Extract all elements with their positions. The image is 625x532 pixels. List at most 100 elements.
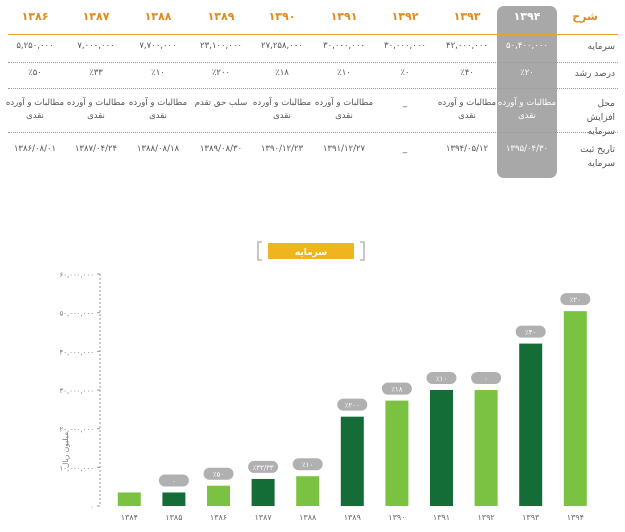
- y-tick-label: ۲۰,۰۰۰,۰۰۰: [59, 426, 94, 434]
- bar: [162, 492, 186, 506]
- growth-label: ٪۵۰: [213, 471, 224, 479]
- x-tick-label: ۱۳۸۵: [165, 513, 182, 522]
- table-cell: ۷,۷۰۰,۰۰۰: [139, 41, 177, 51]
- growth-badge: [158, 474, 189, 487]
- growth-label: ٪۱۰: [302, 461, 313, 469]
- growth-badge: [515, 325, 546, 338]
- table-cell: ٪۱۰: [151, 68, 165, 78]
- table-row-label: تاریخ ثبت سرمایه: [580, 145, 615, 169]
- table-header-year: ۱۳۹۲: [391, 10, 419, 23]
- y-tick-label: ۵۰,۰۰۰,۰۰۰: [59, 310, 94, 318]
- table-row-label: درصد رشد: [574, 69, 615, 79]
- y-tick-label: ۱۰,۰۰۰,۰۰۰: [59, 464, 94, 472]
- table-row-divider: [8, 132, 618, 133]
- table-header-year: ۱۳۸۸: [144, 10, 172, 23]
- capital-table: شرح ۱۳۹۴ ۱۳۹۳ ۱۳۹۲ ۱۳۹۱ ۱۳۹۰ ۱۳۸۹ ۱۳۸۸ ۱۳۸۷ ۱۳۸۶…: [0, 0, 625, 190]
- table-cell: ٪۵۰: [28, 68, 42, 78]
- table-cell: ۱۳۸۶/۰۸/۰۱: [13, 144, 57, 154]
- table-row-label: محل افزایش سرمایه: [586, 99, 615, 137]
- table-cell: ٪۱۸: [275, 68, 289, 78]
- table-header-year: ۱۳۸۷: [82, 10, 110, 23]
- table-header-year: ۱۳۹۴: [513, 10, 541, 23]
- table-cell: مطالبات و آورده نقدی: [314, 98, 374, 121]
- table-cell: _: [402, 144, 408, 154]
- table-cell: ۱۳۹۴/۰۵/۱۲: [445, 144, 489, 154]
- table-header-year: ۱۳۹۳: [453, 10, 481, 23]
- growth-badge: [560, 293, 591, 306]
- table-cell: مطالبات و آورده نقدی: [5, 98, 65, 121]
- table-cell: مطالبات و آورده نقدی: [66, 98, 126, 121]
- table-cell: ۳۰,۰۰۰,۰۰۰: [323, 41, 365, 51]
- table-cell: سلب حق تقدم: [194, 98, 248, 108]
- growth-badge: [292, 458, 323, 471]
- y-tick-label: ۳۰,۰۰۰,۰۰۰: [59, 387, 94, 395]
- chart-title-bracket-left: [257, 241, 262, 261]
- table-cell: ۴۲,۰۰۰,۰۰۰: [446, 41, 488, 51]
- x-tick-label: ۱۳۸۶: [210, 513, 227, 522]
- bar: [296, 476, 320, 506]
- x-tick-label: ۱۳۸۷: [255, 513, 273, 522]
- x-tick-label: ۱۳۸۹: [344, 513, 361, 522]
- table-cell: _: [402, 98, 408, 108]
- table-cell: ۱۳۸۸/۰۸/۱۸: [136, 144, 180, 154]
- table-cell: ۱۳۹۱/۱۲/۲۷: [322, 144, 366, 154]
- bar: [340, 416, 364, 506]
- table-header-year: ۱۳۸۹: [207, 10, 235, 23]
- table-cell: ٪۰: [400, 68, 410, 78]
- table-header-rule: [8, 34, 618, 35]
- growth-label: ٪۲۰۰: [345, 402, 360, 410]
- x-tick-label: ۱۳۹۲: [478, 513, 495, 522]
- growth-label: ۰: [484, 375, 488, 383]
- bar: [385, 400, 409, 506]
- table-cell: ۱۳۹۵/۰۴/۳۰: [505, 144, 549, 154]
- growth-badge: [381, 382, 412, 395]
- table-cell: ۳۰,۰۰۰,۰۰۰: [384, 41, 426, 51]
- growth-badge: [203, 467, 234, 480]
- growth-label: ٪۳۳/۳۳: [253, 464, 274, 472]
- table-cell: ۱۳۹۰/۱۲/۲۳: [260, 144, 304, 154]
- table-header-year: ۱۳۸۶: [21, 10, 49, 23]
- growth-label: ٪۱۸: [391, 386, 403, 394]
- table-cell: ۵۰,۴۰۰,۰۰۰: [506, 41, 548, 51]
- chart-title-box: [268, 243, 354, 259]
- capital-chart: سرمایه ۰ ۱۰,۰۰۰,۰۰۰ ۲۰,۰۰۰,۰۰۰ ۳۰,۰۰۰,۰۰۰ ۴۰,…: [0, 230, 625, 528]
- table-cell: ٪۳۳: [89, 68, 103, 78]
- table-cell: مطالبات و آورده نقدی: [128, 98, 188, 121]
- table-cell: ۵,۲۵۰,۰۰۰: [16, 41, 54, 51]
- table-cell: ٪۲۰۰: [211, 68, 231, 78]
- capital-bar-chart: سرمایه ۰ ۱۰,۰۰۰,۰۰۰ ۲۰,۰۰۰,۰۰۰ ۳۰,۰۰۰,۰۰۰ ۴۰,…: [59, 241, 591, 522]
- table-row-divider: [8, 62, 618, 63]
- x-tick-label: ۱۳۹۳: [522, 513, 540, 522]
- table-cell: مطالبات و آورده نقدی: [497, 98, 557, 121]
- x-tick-label: ۱۳۸۴: [121, 513, 138, 522]
- table-cell: مطالبات و آورده نقدی: [252, 98, 312, 121]
- table-row-divider: [8, 88, 618, 89]
- table-cell: ٪۱۰: [337, 68, 351, 78]
- table-cell: ٪۲۰: [520, 68, 534, 78]
- x-tick-label: ۱۳۹۰: [388, 513, 405, 522]
- table-cell: ۲۷,۲۵۸,۰۰۰: [261, 41, 303, 51]
- bar: [430, 390, 453, 506]
- growth-label: ٪۲۰: [570, 296, 581, 304]
- bar: [519, 343, 543, 506]
- bar: [563, 311, 587, 506]
- table-header-label: شرح: [572, 10, 598, 23]
- x-tick-label: ۱۳۸۸: [299, 513, 317, 522]
- chart-title-bracket-right: [360, 241, 365, 261]
- table-cell: ۱۳۸۹/۰۸/۳۰: [199, 144, 243, 154]
- bar: [251, 478, 275, 506]
- y-tick-label: ۶۰,۰۰۰,۰۰۰: [59, 271, 94, 279]
- growth-label: ۰: [172, 477, 176, 485]
- growth-label: ٪۴۰: [525, 329, 536, 337]
- y-axis-label: میلیون ریال: [61, 432, 70, 468]
- y-tick-label: ۴۰,۰۰۰,۰۰۰: [59, 348, 94, 356]
- growth-badge: [426, 372, 457, 384]
- table-cell: ۱۳۸۷/۰۴/۲۴: [74, 144, 118, 154]
- bar: [474, 390, 498, 506]
- growth-badge: [471, 372, 502, 384]
- table-header-year: ۱۳۹۰: [268, 10, 296, 23]
- table-cell: ۲۳,۱۰۰,۰۰۰: [200, 41, 242, 51]
- growth-badge: [337, 398, 368, 411]
- table-row-label: سرمایه: [587, 42, 615, 52]
- bar: [117, 492, 141, 506]
